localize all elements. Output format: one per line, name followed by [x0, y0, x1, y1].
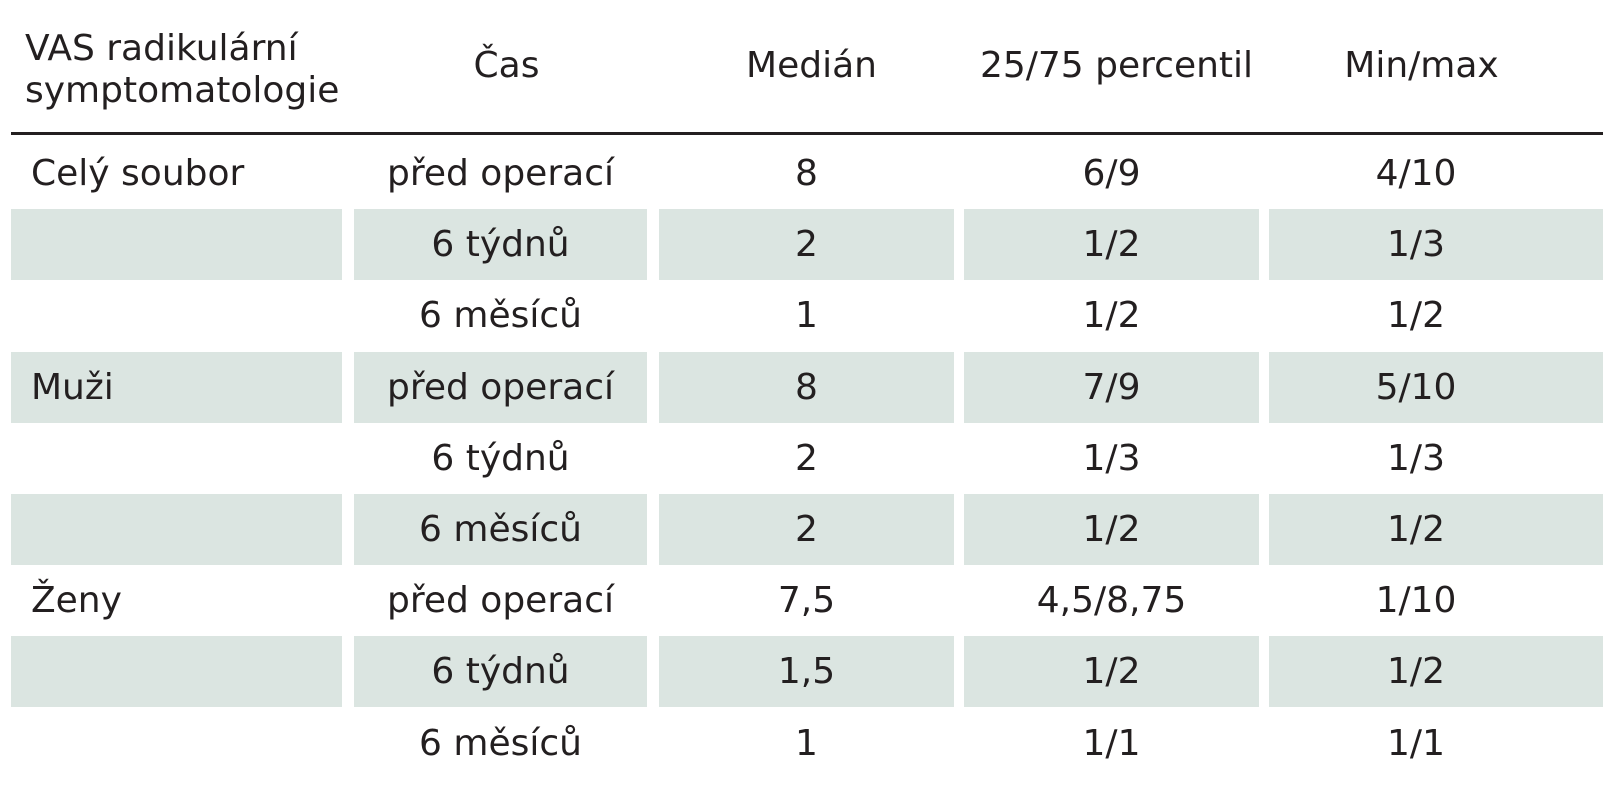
cell-median: 7,5: [777, 580, 836, 621]
table-row: 6 měsíců 2 1/2 1/2: [0, 494, 1603, 565]
table-row: Ženy před operací 7,5 4,5/8,75 1/10: [0, 565, 1603, 636]
cell-median: 2: [795, 438, 818, 479]
cell-median: 1: [795, 295, 818, 336]
cell-group: [11, 636, 342, 707]
header-minmax: Min/max: [1344, 45, 1499, 86]
cell-group: Muži: [11, 352, 342, 423]
cell-group: [11, 280, 342, 351]
cell-minmax: 4/10: [1375, 153, 1457, 194]
cell-percentile: 7/9: [964, 352, 1259, 423]
cell-minmax: 1/1: [1387, 723, 1445, 764]
cell-time: před operací: [387, 153, 614, 194]
header-vas-line2: symptomatologie: [25, 70, 340, 111]
cell-time: 6 měsíců: [419, 295, 582, 336]
cell-time: 6 týdnů: [431, 438, 570, 479]
cell-percentile: 1/2: [964, 494, 1259, 565]
cell-percentile: 1/1: [1082, 723, 1141, 764]
cell-percentile: 1/2: [1082, 295, 1141, 336]
cell-group: Celý soubor: [31, 153, 245, 194]
cell-median: 8: [659, 352, 954, 423]
cell-group: [11, 494, 342, 565]
cell-time: 6 měsíců: [354, 494, 647, 565]
cell-minmax: 1/2: [1269, 636, 1603, 707]
cell-percentile: 1/2: [964, 209, 1259, 280]
cell-percentile: 1/2: [964, 636, 1259, 707]
cell-group: Ženy: [31, 580, 122, 621]
cell-time: 6 měsíců: [419, 723, 582, 764]
cell-median: 2: [659, 209, 954, 280]
table-row: 6 týdnů 2 1/2 1/3: [0, 209, 1603, 280]
header-percentile: 25/75 percentil: [979, 45, 1254, 86]
cell-group: [11, 423, 342, 494]
cell-group: [11, 708, 342, 779]
cell-median: 2: [659, 494, 954, 565]
cell-time: před operací: [387, 580, 614, 621]
cell-minmax: 1/2: [1387, 295, 1445, 336]
table-row: Celý soubor před operací 8 6/9 4/10: [0, 138, 1603, 209]
header-vas-line1: VAS radikulární: [25, 28, 298, 69]
cell-percentile: 4,5/8,75: [1036, 580, 1187, 621]
cell-minmax: 1/10: [1375, 580, 1457, 621]
table-row: 6 měsíců 1 1/2 1/2: [0, 280, 1603, 351]
cell-median: 1,5: [659, 636, 954, 707]
cell-time: 6 týdnů: [354, 209, 647, 280]
cell-percentile: 6/9: [1082, 153, 1141, 194]
cell-median: 1: [795, 723, 818, 764]
cell-group: [11, 209, 342, 280]
table-header: VAS radikulární symptomatologie Čas Medi…: [11, 0, 1603, 135]
cell-minmax: 1/3: [1269, 209, 1603, 280]
cell-time: 6 týdnů: [354, 636, 647, 707]
table-row: 6 měsíců 1 1/1 1/1: [0, 708, 1603, 779]
cell-minmax: 5/10: [1269, 352, 1603, 423]
header-median: Medián: [746, 45, 877, 86]
table-row: 6 týdnů 1,5 1/2 1/2: [0, 636, 1603, 707]
table-row: Muži před operací 8 7/9 5/10: [0, 352, 1603, 423]
header-time: Čas: [473, 45, 540, 86]
header-vas-radicular: VAS radikulární symptomatologie: [25, 8, 355, 132]
cell-time: před operací: [354, 352, 647, 423]
cell-minmax: 1/3: [1387, 438, 1445, 479]
table-row: 6 týdnů 2 1/3 1/3: [0, 423, 1603, 494]
cell-minmax: 1/2: [1269, 494, 1603, 565]
cell-percentile: 1/3: [1082, 438, 1141, 479]
cell-median: 8: [795, 153, 818, 194]
